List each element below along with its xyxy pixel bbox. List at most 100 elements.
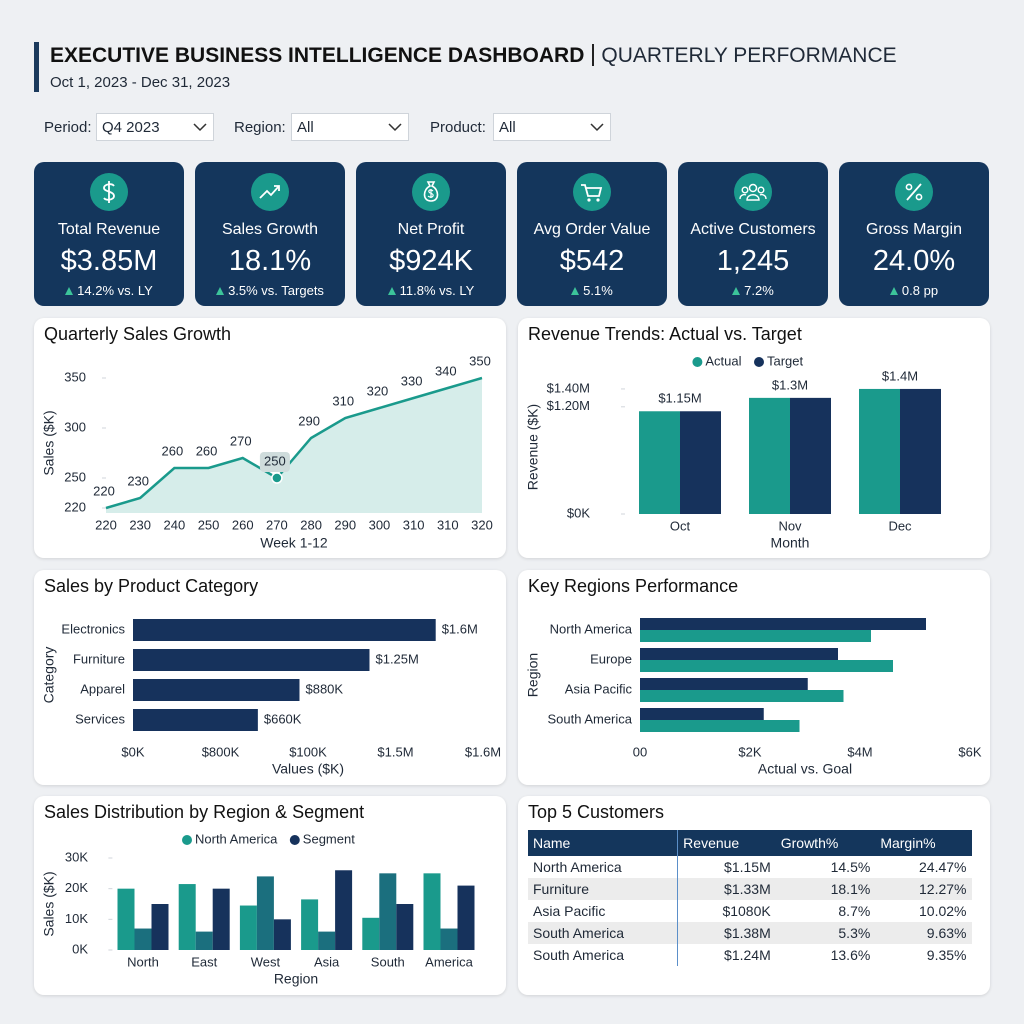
y-tick-label: 0K <box>72 941 88 956</box>
x-tick-label: 300 <box>369 517 391 532</box>
data-label: 290 <box>298 413 320 428</box>
filter-dropdown[interactable]: All <box>291 113 409 141</box>
x-tick-label: Asia <box>314 954 340 969</box>
chart-title: Sales by Product Category <box>44 576 258 596</box>
filter-dropdown[interactable]: Q4 2023 <box>96 113 214 141</box>
kpi-change: 14.2% vs. LY <box>34 283 184 298</box>
filter-value: All <box>297 119 314 136</box>
kpi-change: 7.2% <box>678 283 828 298</box>
x-axis-label: Week 1-12 <box>260 535 328 551</box>
table-cell: 13.6% <box>830 947 871 963</box>
bar <box>639 411 680 514</box>
bar <box>457 885 475 950</box>
data-label: 320 <box>367 383 389 398</box>
column-header: Revenue <box>677 830 776 856</box>
bar <box>640 690 844 702</box>
kpi-label: Total Revenue <box>57 221 161 238</box>
kpi-change-text: 3.5% vs. Targets <box>228 283 324 298</box>
line <box>105 376 483 510</box>
bar <box>640 678 808 690</box>
filter-label: Period: <box>44 119 92 136</box>
x-axis-label: Actual vs. Goal <box>758 761 852 777</box>
bar <box>680 411 721 514</box>
kpi-label: Sales Growth <box>221 221 319 238</box>
table-cell: 18.1% <box>775 878 876 900</box>
y-axis-label: Sales ($K) <box>41 410 57 475</box>
table-cell: Asia Pacific <box>533 903 606 919</box>
icon <box>412 173 450 211</box>
chart-title: Sales Distribution by Region & Segment <box>44 802 364 822</box>
table-cell: $1.15M <box>677 856 776 878</box>
table-cell: 8.7% <box>838 903 871 919</box>
kpi-value: 1,245 <box>716 245 790 277</box>
bar <box>133 619 436 641</box>
table-cell: South America <box>528 922 678 944</box>
table-cell: 24.47% <box>919 859 967 875</box>
y-tick-label: $0K <box>567 505 590 520</box>
bar <box>133 649 370 671</box>
chart-title: Quarterly Sales Growth <box>44 324 231 344</box>
bar <box>133 679 300 701</box>
y-tick-label: $1.40M <box>547 380 590 395</box>
filter-value: All <box>499 119 516 136</box>
up-arrow <box>571 287 580 295</box>
icon <box>90 173 128 211</box>
kpi-card: Net Profit $924K 11.8% vs. LY <box>356 162 506 306</box>
data-label: $660K <box>264 711 302 726</box>
y-tick-label: Electronics <box>61 621 125 636</box>
x-tick-label: $0K <box>121 744 144 759</box>
legend-marker <box>692 357 703 367</box>
data-label: $1.15M <box>658 391 701 406</box>
panel: Quarterly Sales Growth 220 250 300 350 220 230… <box>34 318 506 558</box>
data-label: 260 <box>196 443 218 458</box>
legend-marker <box>182 835 192 845</box>
table-head: Name Revenue Growth% Margin% <box>528 830 972 856</box>
y-tick-label: 20K <box>65 880 88 895</box>
kpi-icon <box>895 173 933 216</box>
chevron <box>193 123 207 132</box>
bar <box>335 870 353 950</box>
table-cell: 10.02% <box>919 903 967 919</box>
column-header: Margin% <box>875 830 972 856</box>
bar <box>423 873 441 950</box>
x-tick-label: South <box>371 954 405 969</box>
x-tick-label: $2K <box>738 744 761 759</box>
title: EXECUTIVE BUSINESS INTELLIGENCE DASHBOAR… <box>50 44 585 67</box>
x-tick-label: 320 <box>471 517 493 532</box>
x-tick-label: 00 <box>633 744 647 759</box>
data-label: 310 <box>332 393 354 408</box>
data-label: 250 <box>264 453 286 468</box>
bar <box>318 931 336 950</box>
bar <box>440 928 458 950</box>
y-tick-label: 350 <box>64 369 86 384</box>
kpi-change: 0.8 pp <box>839 283 989 298</box>
x-tick-label: 270 <box>266 517 288 532</box>
kpi-icon <box>251 173 289 216</box>
column-header: Name <box>528 830 678 856</box>
up-arrow <box>216 287 225 295</box>
filter-label: Product: <box>430 119 486 136</box>
x-tick-label: 250 <box>198 517 220 532</box>
y-tick-label: 220 <box>64 499 86 514</box>
table-panel: Top 5 Customers Name Revenue Growth% Margin… <box>518 796 990 995</box>
kpi-value: $924K <box>389 245 473 277</box>
y-tick-label: South America <box>547 711 632 726</box>
x-tick-label: Oct <box>670 518 691 533</box>
icon <box>734 173 772 211</box>
y-tick-label: $1.20M <box>547 398 590 413</box>
kpi-icon <box>734 173 772 216</box>
data-label: 350 <box>469 353 491 368</box>
table-row: South America $1.38M 5.3% 9.63% <box>528 922 972 944</box>
filter-dropdown[interactable]: All <box>493 113 611 141</box>
x-axis-label: Region <box>274 971 318 987</box>
kpi-change-text: 0.8 pp <box>901 283 939 298</box>
y-tick-label: 300 <box>64 419 86 434</box>
y-tick-label: Apparel <box>80 681 125 696</box>
kpi-change-text: 14.2% vs. LY <box>77 283 153 298</box>
y-tick-label: 250 <box>64 469 86 484</box>
table-cell: 9.63% <box>875 922 972 944</box>
x-tick-label: $6K <box>958 744 981 759</box>
bar <box>379 873 397 950</box>
kpi-card: Sales Growth 18.1% 3.5% vs. Targets <box>195 162 345 306</box>
